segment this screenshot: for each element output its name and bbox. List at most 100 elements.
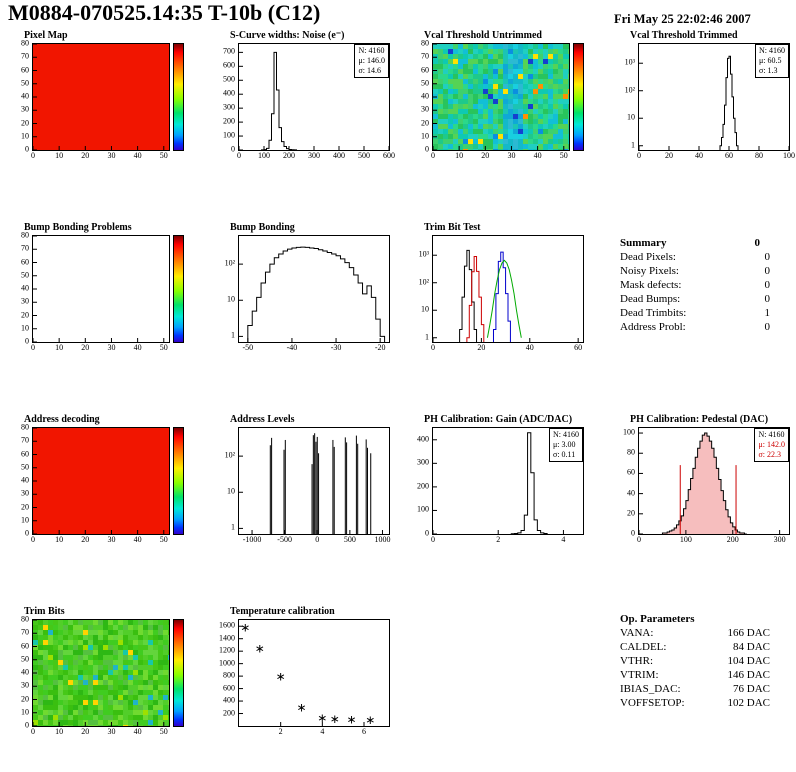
tick-label: 50 [559, 151, 568, 160]
svg-text:∗: ∗ [255, 642, 265, 656]
tick-label: 80 [21, 38, 29, 48]
y-axis-labels: 0 10 20 30 40 50 60 70 80 [8, 231, 32, 346]
plot-area: N: 4160 μ: 60.5 σ: 1.3 [638, 43, 790, 151]
tick-label: 60 [725, 151, 733, 160]
tick-label: 40 [133, 727, 142, 736]
x-axis-labels: 0 10 20 30 40 50 [431, 151, 596, 161]
chart-title: Temperature calibration [230, 606, 335, 617]
tick-label: 0 [31, 151, 35, 160]
tick-label: 40 [627, 488, 635, 498]
tick-label: 500 [223, 74, 235, 84]
tick-label: 300 [773, 535, 786, 544]
tick-label: -30 [330, 343, 342, 352]
tick-label: 40 [133, 343, 142, 352]
param-row: Mask defects: 0 [620, 279, 770, 291]
y-axis-labels: 1 10 10² 10³ [408, 235, 432, 343]
tick-label: 80 [21, 422, 29, 432]
x-axis-labels: 0 10 20 30 40 50 [31, 151, 196, 161]
x-axis-labels: 2 4 6 [239, 727, 402, 737]
y-axis-labels: 0 10 20 30 40 50 60 70 80 [8, 615, 32, 730]
tick-label: 500 [343, 535, 356, 544]
y-axis-labels: 0 20 40 60 80 100 [614, 427, 638, 538]
tick-label: 40 [133, 151, 142, 160]
tick-label: 1000 [219, 658, 235, 668]
tick-label: 30 [421, 104, 429, 114]
tick-label: 0 [31, 727, 35, 736]
tick-label: 40 [695, 151, 703, 160]
tick-label: 50 [159, 535, 168, 544]
tick-label: 60 [627, 467, 635, 477]
stats-box: N: 4160 μ: 146.0 σ: 14.6 [354, 44, 389, 78]
tick-label: 0 [237, 151, 241, 160]
plot-area [238, 235, 390, 343]
tick-label: 400 [417, 434, 429, 444]
tick-label: 600 [383, 151, 395, 160]
tick-label: 0 [637, 535, 641, 544]
param-row: Address Probl: 0 [620, 321, 770, 333]
tick-label: -40 [286, 343, 298, 352]
colorbar [173, 43, 184, 151]
tick-label: 1600 [219, 620, 235, 630]
plot-area [32, 43, 170, 151]
tick-label: 30 [21, 488, 29, 498]
tick-label: 60 [421, 65, 429, 74]
stats-box: N: 4160 μ: 142.0 σ: 22.3 [754, 428, 789, 462]
y-axis-labels: 1 10 10² [214, 235, 238, 343]
plot-area [432, 235, 584, 343]
tick-label: 100 [417, 504, 429, 514]
tick-label: 20 [81, 535, 90, 544]
param-row: VTHR: 104 DAC [620, 655, 770, 667]
tick-label: 0 [431, 151, 435, 160]
param-row: VTRIM: 146 DAC [620, 669, 770, 681]
svg-text:∗: ∗ [276, 670, 286, 684]
chart-temperature-calibration: Temperature calibration 200 400 600 800 1000… [214, 606, 402, 737]
chart-title: Vcal Threshold Untrimmed [424, 30, 542, 41]
tick-label: 0 [425, 144, 429, 154]
chart-title: S-Curve widths: Noise (e⁻) [230, 30, 345, 41]
plot-area [432, 43, 570, 151]
tick-label: 40 [21, 475, 29, 485]
tick-label: 80 [21, 614, 29, 624]
tick-label: -1000 [242, 535, 262, 544]
tick-label: 40 [21, 91, 29, 101]
tick-label: 100 [223, 130, 235, 140]
tick-label: 50 [159, 727, 168, 736]
y-axis-labels: 0 10 20 30 40 50 60 70 80 [408, 39, 432, 154]
tick-label: 0 [425, 528, 429, 538]
tick-label: 20 [421, 118, 429, 127]
tick-label: 60 [21, 641, 29, 650]
param-row: VANA: 166 DAC [620, 627, 770, 639]
param-row: Dead Bumps: 0 [620, 293, 770, 305]
tick-label: 1200 [219, 645, 235, 655]
tick-label: 20 [81, 343, 90, 352]
tick-label: 70 [21, 627, 29, 637]
tick-label: 10 [21, 323, 29, 333]
tick-label: 30 [21, 104, 29, 114]
tick-label: 800 [223, 670, 235, 680]
chart-vcal-trimmed: Vcal Threshold Trimmed 1 10 10² 10³ N: 4160… [614, 30, 796, 161]
tick-label: 80 [627, 447, 635, 457]
tick-label: 20 [21, 310, 29, 319]
tick-label: 30 [21, 680, 29, 690]
tick-label: 0 [431, 343, 435, 352]
tick-label: 20 [81, 727, 90, 736]
tick-label: 60 [21, 449, 29, 458]
tick-label: 2 [278, 727, 283, 736]
tick-label: 20 [21, 502, 29, 511]
chart-title: PH Calibration: Gain (ADC/DAC) [424, 414, 573, 425]
chart-title: Trim Bit Test [424, 222, 481, 233]
timestamp: Fri May 25 22:02:46 2007 [614, 12, 751, 26]
tick-label: 60 [21, 257, 29, 266]
param-row: CALDEL: 84 DAC [620, 641, 770, 653]
stats-box: N: 4160 μ: 3.00 σ: 0.11 [549, 428, 583, 462]
tick-label: 500 [358, 151, 370, 160]
x-axis-labels: -50 -40 -30 -20 [239, 343, 402, 353]
tick-label: 0 [431, 535, 435, 544]
y-axis-labels: 0 100 200 300 400 [408, 427, 432, 538]
tick-label: 30 [107, 151, 116, 160]
op-parameters-panel: Op. Parameters VANA: 166 DAC CALDEL: 84 DAC… [620, 612, 770, 710]
plot-area: N: 4160 μ: 142.0 σ: 22.3 [638, 427, 790, 535]
chart-title: Trim Bits [24, 606, 65, 617]
param-row: Noisy Pixels: 0 [620, 265, 770, 277]
colorbar [573, 43, 584, 151]
